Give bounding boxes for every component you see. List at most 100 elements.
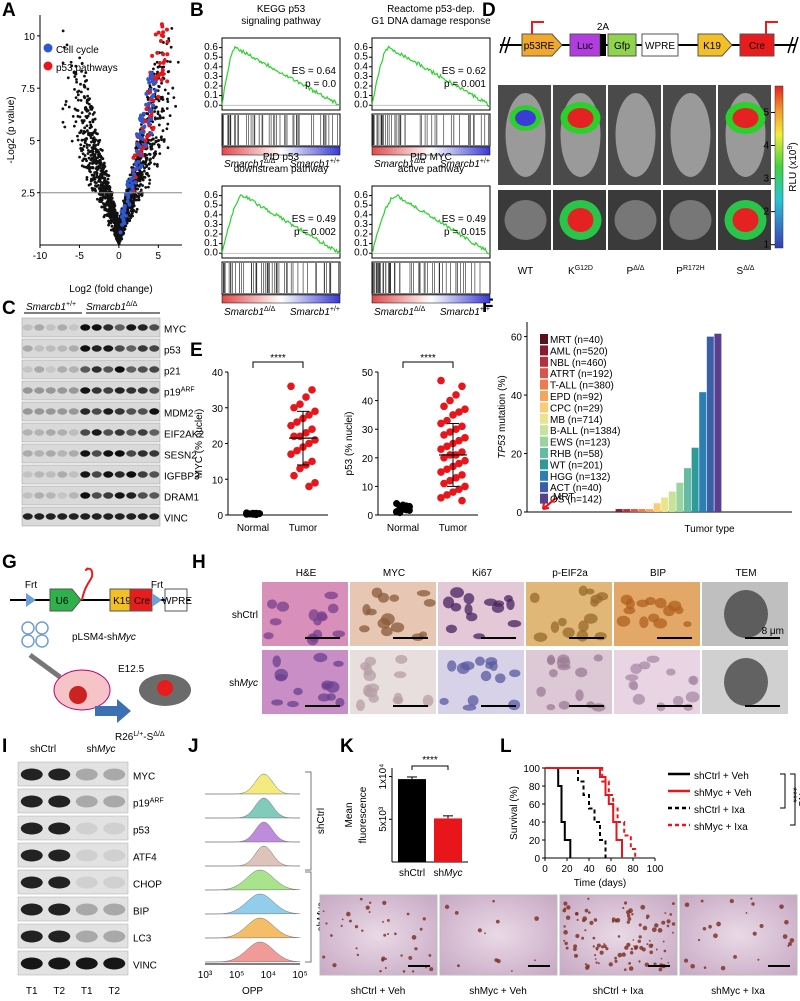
x-tick-label: shCtrl — [399, 868, 425, 879]
volcano-dot-highlight — [147, 80, 152, 85]
protein-label: CHOP — [133, 880, 162, 891]
stain-spot — [494, 958, 499, 962]
nucleus — [639, 616, 649, 629]
volcano-dot — [136, 156, 139, 159]
stain-spot — [633, 945, 635, 948]
volcano-dot — [94, 150, 98, 154]
volcano-dot-highlight — [165, 39, 170, 44]
stain-spot — [664, 912, 667, 914]
stain-spot — [562, 908, 567, 913]
x-tick-label: 40 — [583, 864, 595, 875]
volcano-dot — [108, 207, 111, 211]
volcano-dot — [147, 185, 150, 189]
stain-spot — [477, 928, 482, 933]
stain-spot — [623, 968, 627, 972]
volcano-dot — [128, 219, 131, 222]
volcano-dot — [89, 150, 93, 154]
host-label-part: Δ/Δ — [153, 731, 165, 738]
volcano-dot-highlight — [156, 94, 161, 99]
stain-spot — [752, 931, 757, 936]
stain-spot — [411, 935, 417, 940]
blot-band — [57, 450, 68, 457]
volcano-dot-highlight — [162, 58, 167, 63]
protein-label: LC3 — [133, 934, 152, 945]
legend-label: MB (n=714) — [550, 415, 603, 426]
nucleus — [576, 629, 589, 642]
genotype-label-part: Δ/Δ — [264, 158, 276, 165]
genotype-label: Smarcb1+/+ — [290, 158, 340, 170]
blot-band — [80, 345, 91, 352]
volcano-dot-highlight — [142, 124, 147, 129]
x-tick-label: -10 — [33, 251, 48, 262]
group-label-part: Smarcb1 — [86, 302, 126, 313]
volcano-dot — [82, 165, 86, 169]
volcano-dot — [87, 163, 91, 167]
volcano-dot-highlight — [149, 131, 154, 136]
volcano-dot — [91, 160, 95, 164]
y-tick-label: 40 — [511, 391, 523, 402]
stain-spot — [594, 958, 597, 960]
stain-spot — [653, 962, 657, 966]
nucleus — [493, 600, 505, 607]
panel-label: I — [2, 736, 7, 757]
panel-label: A — [2, 0, 16, 21]
stain-spot — [614, 918, 618, 923]
significance-bracket — [252, 361, 304, 368]
volcano-dot — [115, 234, 119, 238]
nucleus — [313, 652, 328, 663]
volcano-dot-highlight — [136, 133, 141, 138]
volcano-dot — [73, 75, 77, 78]
lane-label: T1 — [26, 986, 38, 997]
genotype-label-part: Δ/Δ — [633, 265, 645, 272]
point — [305, 482, 313, 491]
blot-band — [22, 429, 33, 436]
volcano-dot — [102, 215, 106, 219]
survival-curve — [545, 767, 623, 858]
point — [305, 439, 313, 448]
blot-band — [22, 324, 33, 331]
protein-label-part: p53 — [133, 826, 150, 837]
point — [443, 442, 451, 451]
stain-spot — [622, 906, 625, 910]
stain-spot — [411, 970, 415, 973]
stain-spot — [750, 897, 753, 900]
volcano-dot — [135, 198, 139, 202]
volcano-dot — [107, 223, 110, 227]
blot-band — [103, 492, 114, 499]
blot-strip — [21, 359, 161, 380]
blot-band — [68, 366, 79, 373]
stain-spot — [621, 952, 626, 957]
significance-bracket — [780, 773, 796, 826]
volcano-dot — [82, 83, 86, 87]
volcano-dot — [79, 129, 83, 133]
volcano-dot — [76, 109, 80, 112]
promoter-arrow — [765, 21, 778, 34]
x-tick-label: shMyc — [434, 868, 463, 879]
stain-spot — [596, 948, 599, 951]
blot-band — [103, 903, 126, 916]
blot-band — [20, 795, 43, 808]
stain-spot — [644, 962, 650, 967]
volcano-dot — [148, 153, 152, 156]
volcano-dot — [79, 143, 83, 147]
volcano-dot — [78, 56, 82, 60]
stain-spot — [672, 931, 674, 934]
stain-spot — [584, 908, 589, 913]
bar — [434, 818, 462, 862]
vector-label-part: Myc — [118, 632, 136, 643]
plot-frame — [371, 37, 491, 111]
volcano-dot — [166, 100, 170, 104]
volcano-dot — [144, 159, 148, 163]
protein-label: VINC — [133, 961, 157, 972]
stain-spot — [444, 904, 450, 910]
y-tick-label: 0.0 — [204, 248, 218, 259]
stain-spot — [628, 966, 634, 971]
stain-spot — [672, 902, 675, 906]
volcano-dot — [111, 207, 115, 211]
y-tick-label: 50 — [362, 368, 374, 379]
bar — [676, 482, 684, 512]
y-tick-label: 10 — [362, 482, 374, 493]
point — [455, 408, 463, 416]
row-label: shCtrl — [232, 610, 258, 621]
volcano-dot — [167, 70, 171, 73]
